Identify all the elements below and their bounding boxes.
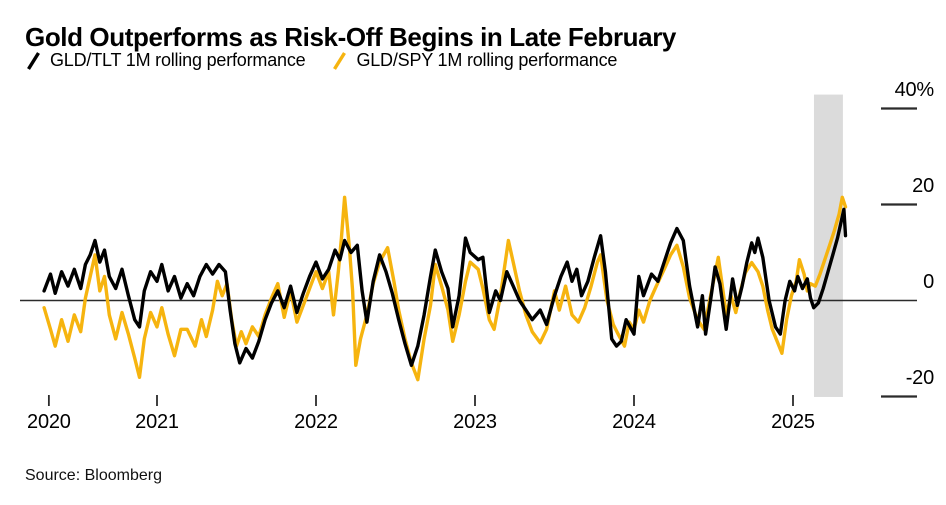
series-line-gld-spy <box>42 195 848 382</box>
x-tick-label: 2023 <box>453 411 497 433</box>
y-tick-label: 0 <box>923 270 934 293</box>
x-tick-label: 2020 <box>27 411 71 433</box>
x-tick-label: 2024 <box>612 411 656 433</box>
x-tick-label: 2021 <box>135 411 179 433</box>
legend-label-gld-spy: GLD/SPY 1M rolling performance <box>356 50 618 70</box>
legend-label-gld-tlt: GLD/TLT 1M rolling performance <box>50 50 306 70</box>
y-tick-label: -20 <box>905 366 935 389</box>
x-tick-label: 2025 <box>771 411 815 433</box>
x-tick-label: 2022 <box>294 411 338 433</box>
source-note: Source: Bloomberg <box>25 467 162 484</box>
y-tick-label: 20 <box>912 174 934 197</box>
gld-spy-line-swatch-icon <box>333 51 347 70</box>
legend-item-gld-tlt: GLD/TLT 1M rolling performance <box>25 50 306 71</box>
gld-tlt-line-swatch-icon <box>27 51 40 70</box>
legend-item-gld-spy: GLD/SPY 1M rolling performance <box>331 50 617 71</box>
legend: GLD/TLT 1M rolling performance GLD/SPY 1… <box>25 50 617 71</box>
chart-title: Gold Outperforms as Risk-Off Begins in L… <box>25 22 676 53</box>
y-tick-label: 40% <box>894 78 935 101</box>
series-line-gld-tlt <box>42 207 848 367</box>
